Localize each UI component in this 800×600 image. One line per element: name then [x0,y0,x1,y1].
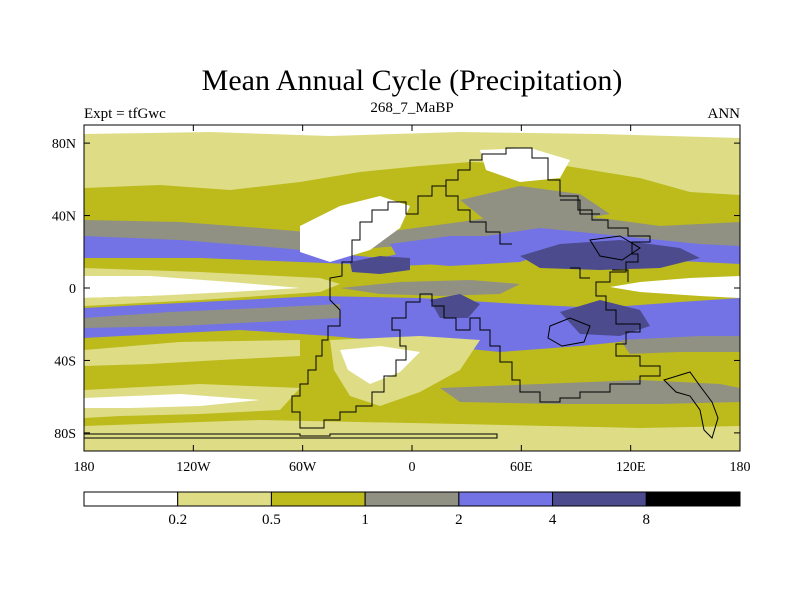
antarctic-outline [84,433,498,439]
colorbar-label: 1 [361,512,369,528]
contour-band-light-equator [84,268,340,306]
contour-band-white-pangaea-north [300,196,410,262]
contour-band-gray-north [84,212,740,252]
contour-field [84,125,740,451]
colorbar-label: 8 [643,512,651,528]
x-tick-label: 60W [289,460,317,475]
colorbar-swatch [645,491,741,507]
contour-band-light-south [84,340,300,366]
contour-band-gray-southpac [620,336,740,354]
coastline-detail-1 [570,267,590,279]
continent-outline-group [84,147,719,439]
continent-outline-arctic [560,199,600,215]
chart-title: Mean Annual Cycle (Precipitation) [202,64,623,97]
x-tick-label: 180 [730,460,751,475]
contour-band-gray-south [84,304,340,328]
coastline-detail-2 [612,269,629,282]
colorbar-swatch [458,491,554,507]
continent-outline-north [445,186,512,245]
contour-band-arctic-white [84,125,740,138]
x-axis: 180 120W 60W 0 60E 120E 180 [74,125,751,475]
left-string: Expt = tfGwc [84,106,166,122]
colorbar-swatch [177,491,272,507]
contour-band-white-south [340,346,420,384]
colorbar-swatch [552,491,647,507]
colorbar-label: 0.5 [262,512,281,528]
x-tick-label: 60E [510,460,533,475]
contour-band-white-equator-east [610,276,740,298]
right-string: ANN [708,106,741,122]
contour-band-dark-south [560,300,650,336]
x-tick-label: 180 [74,460,95,475]
colorbar: 0.2 0.5 1 2 4 8 [83,491,741,528]
contour-band-dark-east [520,240,700,270]
y-tick-label: 80S [54,427,76,442]
contour-band-dark-central [430,294,480,318]
colorbar-label: 0.2 [168,512,187,528]
y-tick-label: 40N [52,210,76,225]
contour-band-white-southern-ocean [84,394,260,408]
contour-band-gray-africa [340,280,520,296]
contour-band-blue-tethys [390,236,560,266]
x-tick-label: 0 [409,460,416,475]
colorbar-swatch [270,491,366,507]
x-tick-label: 120W [176,460,211,475]
contour-band-dark-west [350,256,410,274]
continent-outline-east [589,235,641,261]
continent-outline-australia [547,317,591,347]
center-string: 268_7_MaBP [370,100,453,116]
continent-outline-south-east [663,371,719,439]
contour-band-light-northpac [84,145,330,165]
continent-outline [291,147,661,429]
contour-band-light-north [84,125,740,195]
contour-band-light-antarctic [84,420,740,451]
colorbar-label: 4 [549,512,557,528]
colorbar-swatch [364,491,460,507]
y-tick-label: 0 [69,282,76,297]
colorbar-swatch [83,491,179,507]
y-axis: 80N 40N 0 40S 80S [52,137,740,442]
x-tick-label: 120E [616,460,646,475]
y-tick-label: 40S [54,354,76,369]
colorbar-label: 2 [455,512,463,528]
contour-band-white-equator [84,276,330,298]
y-tick-label: 80N [52,137,76,152]
